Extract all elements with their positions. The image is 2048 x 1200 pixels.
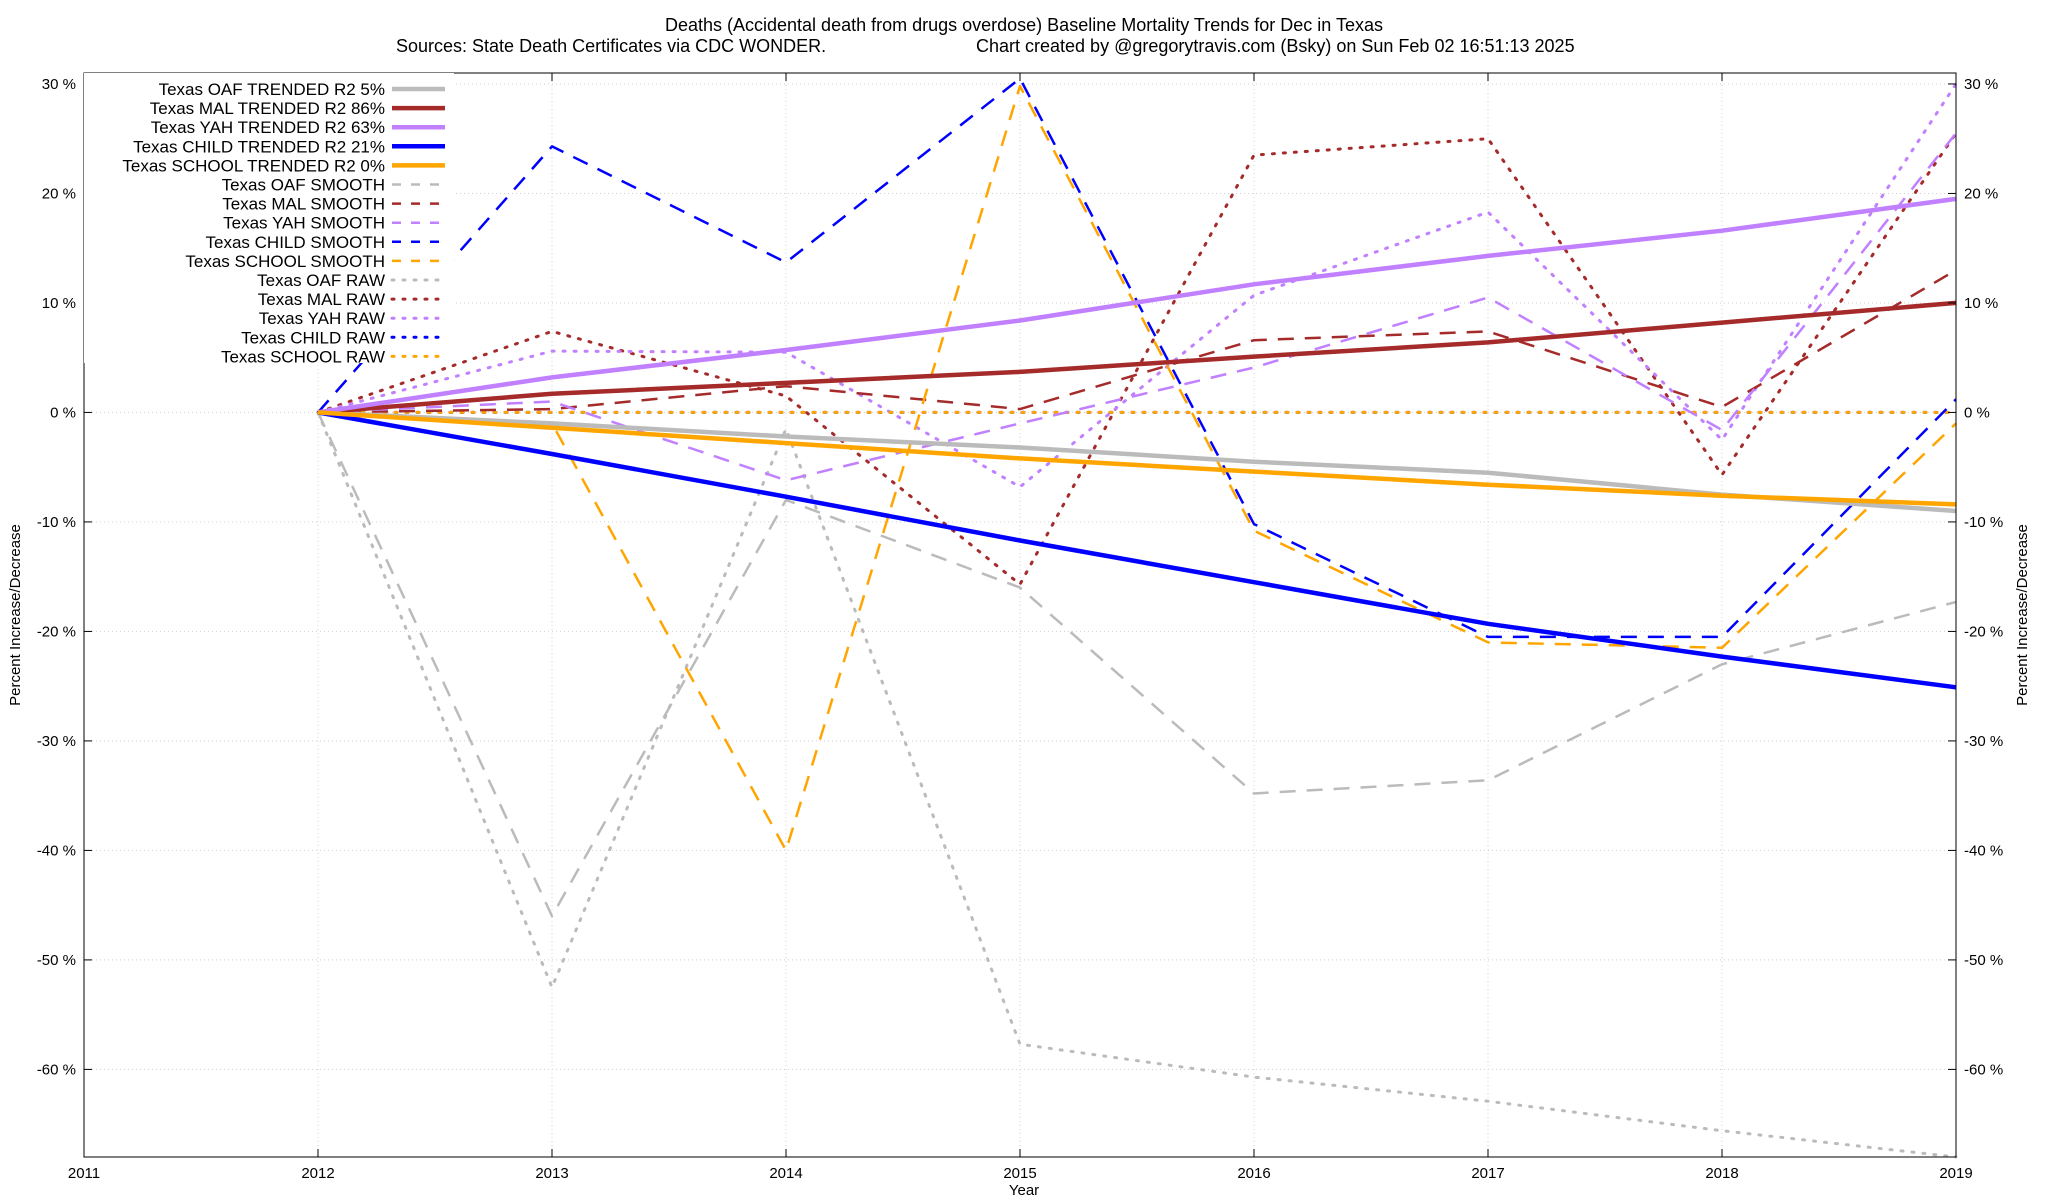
series-line-texas-oaf-smooth (316, 411, 1957, 918)
series-line-texas-mal-raw (316, 131, 1958, 586)
y-tick-label-left: 0 % (50, 404, 76, 421)
y-tick-label-right: -60 % (1964, 1061, 2003, 1078)
y-tick-label-right: -50 % (1964, 952, 2003, 969)
y-axis-label-left: Percent Increase/Decrease (7, 524, 24, 706)
x-tick-label: 2018 (1705, 1165, 1738, 1182)
y-tick-label-right: 0 % (1964, 404, 1990, 421)
legend-background (84, 73, 454, 363)
x-tick-label: 2019 (1939, 1165, 1972, 1182)
series-line-texas-mal-trended-r2-86 (317, 300, 1957, 415)
series-line-texas-child-smooth (317, 77, 1957, 639)
legend: Texas OAF TRENDED R2 5%Texas MAL TRENDED… (84, 73, 454, 366)
y-tick-label-right: 10 % (1964, 295, 1998, 312)
y-tick-label-left: -50 % (37, 952, 76, 969)
y-tick-label-left: 10 % (42, 295, 76, 312)
legend-label: Texas SCHOOL RAW (221, 347, 385, 366)
x-axis-label: Year (1009, 1182, 1039, 1199)
y-tick-label-left: -20 % (37, 623, 76, 640)
legend-label: Texas OAF RAW (257, 271, 385, 290)
y-tick-label-left: -40 % (37, 842, 76, 859)
x-tick-label: 2012 (301, 1165, 334, 1182)
x-tick-label: 2013 (535, 1165, 568, 1182)
series-line-texas-school-smooth (317, 84, 1957, 852)
legend-label: Texas MAL TRENDED R2 86% (150, 99, 385, 118)
y-tick-label-right: -20 % (1964, 623, 2003, 640)
y-tick-label-left: -60 % (37, 1061, 76, 1078)
chart-subtitle-sources: Sources: State Death Certificates via CD… (396, 36, 826, 56)
y-tick-label-right: 30 % (1964, 76, 1998, 93)
legend-label: Texas YAH TRENDED R2 63% (151, 118, 385, 137)
legend-label: Texas OAF SMOOTH (222, 176, 385, 195)
series-line-texas-yah-smooth (317, 132, 1957, 482)
series-line-texas-oaf-trended-r2-5 (317, 410, 1957, 514)
series-line-texas-mal-smooth (317, 269, 1957, 414)
series-group (316, 77, 1958, 1159)
y-tick-label-left: 20 % (42, 185, 76, 202)
chart-title: Deaths (Accidental death from drugs over… (665, 15, 1383, 35)
y-tick-label-right: -40 % (1964, 842, 2003, 859)
y-tick-label-left: -10 % (37, 514, 76, 531)
x-tick-label: 2015 (1003, 1165, 1036, 1182)
legend-label: Texas SCHOOL TRENDED R2 0% (122, 156, 385, 175)
legend-label: Texas MAL RAW (258, 290, 385, 309)
legend-label: Texas SCHOOL SMOOTH (185, 252, 385, 271)
legend-label: Texas CHILD SMOOTH (206, 233, 385, 252)
axis-ticks: 2011 2012 2013 2014 2015 2016 2017 2018 2019 30 %… (37, 73, 2003, 1182)
chart-subtitle-credit: Chart created by @gregorytravis.com (Bsk… (976, 36, 1575, 56)
series-line-texas-yah-trended-r2-63 (317, 196, 1957, 415)
series-line-texas-school-trended-r2-0 (317, 410, 1957, 507)
legend-label: Texas YAH RAW (259, 309, 385, 328)
y-axis-label-right: Percent Increase/Decrease (2014, 524, 2031, 706)
x-tick-label: 2017 (1471, 1165, 1504, 1182)
legend-label: Texas YAH SMOOTH (223, 214, 385, 233)
y-tick-label-left: 30 % (42, 76, 76, 93)
x-tick-label: 2014 (769, 1165, 802, 1182)
legend-label: Texas MAL SMOOTH (222, 195, 385, 214)
series-line-texas-child-trended-r2-21 (317, 410, 1957, 690)
series-line-texas-oaf-raw (316, 410, 1958, 1159)
legend-label: Texas CHILD RAW (241, 328, 385, 347)
x-tick-label: 2016 (1237, 1165, 1270, 1182)
y-tick-label-right: -10 % (1964, 514, 2003, 531)
legend-label: Texas OAF TRENDED R2 5% (159, 80, 385, 99)
y-tick-label-right: 20 % (1964, 185, 1998, 202)
legend-label: Texas CHILD TRENDED R2 21% (133, 137, 385, 156)
y-tick-label-left: -30 % (37, 733, 76, 750)
x-tick-label: 2011 (68, 1165, 100, 1182)
y-tick-label-right: -30 % (1964, 733, 2003, 750)
